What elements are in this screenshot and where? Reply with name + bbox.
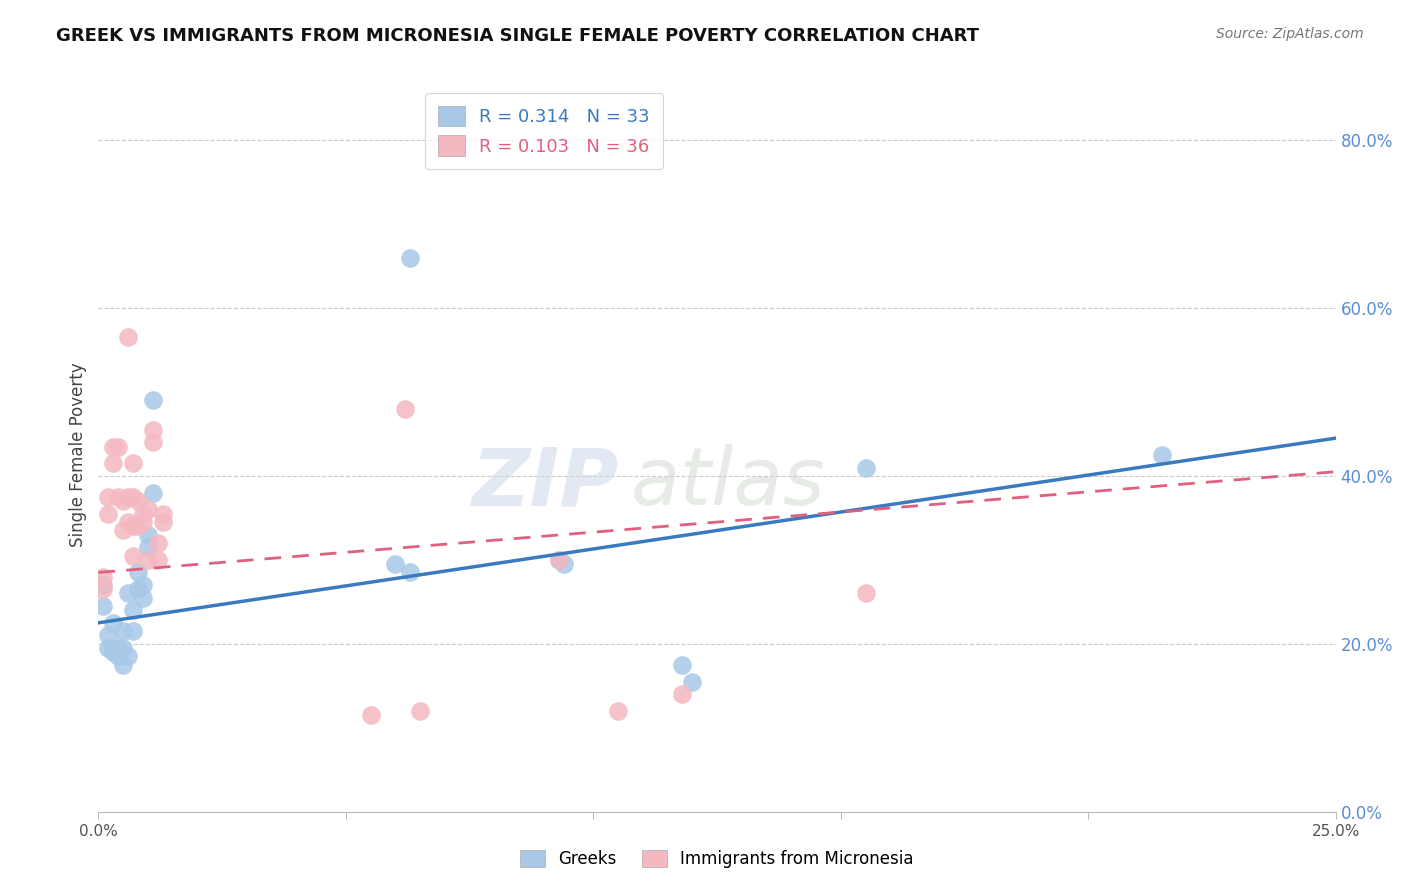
Point bbox=[146, 553, 169, 567]
Point bbox=[103, 645, 125, 659]
Point bbox=[103, 456, 125, 470]
Point bbox=[132, 578, 155, 592]
Point bbox=[112, 624, 135, 639]
Point bbox=[122, 624, 145, 639]
Text: atlas: atlas bbox=[630, 444, 825, 523]
Point bbox=[127, 582, 149, 597]
Point bbox=[117, 515, 139, 529]
Point bbox=[671, 687, 693, 701]
Point bbox=[607, 704, 630, 718]
Point bbox=[103, 640, 125, 655]
Text: ZIP: ZIP bbox=[471, 444, 619, 523]
Point bbox=[103, 440, 125, 454]
Point bbox=[136, 527, 159, 541]
Point bbox=[93, 578, 115, 592]
Point bbox=[107, 490, 129, 504]
Point bbox=[93, 582, 115, 597]
Point bbox=[117, 586, 139, 600]
Point bbox=[127, 494, 149, 508]
Point bbox=[122, 456, 145, 470]
Point bbox=[117, 490, 139, 504]
Point bbox=[112, 494, 135, 508]
Point bbox=[97, 507, 120, 521]
Point bbox=[112, 640, 135, 655]
Point bbox=[152, 515, 174, 529]
Point bbox=[136, 541, 159, 555]
Point bbox=[117, 330, 139, 344]
Y-axis label: Single Female Poverty: Single Female Poverty bbox=[69, 363, 87, 547]
Point bbox=[399, 251, 422, 265]
Point bbox=[384, 557, 406, 571]
Point bbox=[681, 674, 703, 689]
Point bbox=[132, 515, 155, 529]
Point bbox=[122, 519, 145, 533]
Point bbox=[93, 599, 115, 613]
Point bbox=[409, 704, 432, 718]
Point bbox=[142, 485, 165, 500]
Point bbox=[127, 519, 149, 533]
Point bbox=[136, 502, 159, 516]
Point bbox=[103, 615, 125, 630]
Point bbox=[97, 640, 120, 655]
Point bbox=[547, 553, 569, 567]
Point bbox=[122, 603, 145, 617]
Point bbox=[112, 524, 135, 538]
Point bbox=[152, 507, 174, 521]
Point bbox=[107, 640, 129, 655]
Point bbox=[142, 435, 165, 450]
Point bbox=[97, 628, 120, 642]
Point bbox=[127, 566, 149, 580]
Point bbox=[112, 657, 135, 672]
Point bbox=[132, 591, 155, 605]
Point bbox=[146, 536, 169, 550]
Point bbox=[142, 393, 165, 408]
Text: Source: ZipAtlas.com: Source: ZipAtlas.com bbox=[1216, 27, 1364, 41]
Point bbox=[97, 490, 120, 504]
Point bbox=[547, 553, 569, 567]
Point bbox=[1152, 448, 1174, 462]
Point bbox=[122, 490, 145, 504]
Point bbox=[855, 586, 877, 600]
Point bbox=[107, 649, 129, 664]
Point bbox=[399, 566, 422, 580]
Legend: Greeks, Immigrants from Micronesia: Greeks, Immigrants from Micronesia bbox=[513, 843, 921, 875]
Point bbox=[117, 649, 139, 664]
Point bbox=[142, 423, 165, 437]
Point bbox=[132, 507, 155, 521]
Point bbox=[855, 460, 877, 475]
Point bbox=[671, 657, 693, 672]
Point bbox=[122, 549, 145, 563]
Point bbox=[107, 440, 129, 454]
Point bbox=[360, 708, 382, 723]
Point bbox=[136, 553, 159, 567]
Text: GREEK VS IMMIGRANTS FROM MICRONESIA SINGLE FEMALE POVERTY CORRELATION CHART: GREEK VS IMMIGRANTS FROM MICRONESIA SING… bbox=[56, 27, 979, 45]
Point bbox=[93, 569, 115, 583]
Point bbox=[553, 557, 575, 571]
Point bbox=[394, 401, 416, 416]
